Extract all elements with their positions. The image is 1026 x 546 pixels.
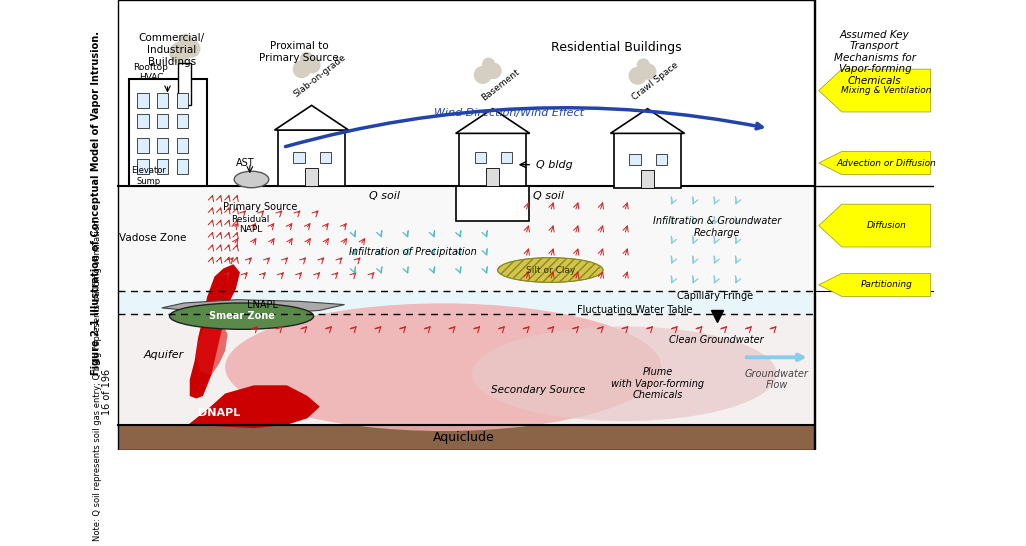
Polygon shape (190, 264, 240, 399)
Text: Figure 2-1 Illustration of Conceptual Model of Vapor Intrusion.: Figure 2-1 Illustration of Conceptual Mo… (91, 31, 101, 375)
Text: Slab-on-grade: Slab-on-grade (291, 52, 348, 99)
Text: Q soil: Q soil (534, 191, 564, 201)
Text: Vadose Zone: Vadose Zone (119, 233, 187, 243)
Bar (137, 159, 149, 174)
Ellipse shape (234, 171, 269, 188)
Text: 16 of 196: 16 of 196 (103, 369, 113, 415)
Bar (176, 93, 188, 108)
Text: DNAPL: DNAPL (198, 408, 240, 418)
Circle shape (179, 34, 193, 49)
Text: Secondary Source: Secondary Source (490, 385, 585, 395)
Circle shape (629, 67, 646, 85)
Text: Elevator
Sump: Elevator Sump (131, 167, 166, 186)
Bar (157, 93, 168, 108)
Bar (118, 290, 814, 313)
Polygon shape (196, 322, 228, 376)
Circle shape (292, 60, 311, 78)
Bar (614, 133, 681, 188)
Polygon shape (456, 109, 529, 133)
Text: Partitioning: Partitioning (860, 280, 912, 289)
Text: Silt or Clay: Silt or Clay (525, 265, 575, 275)
Text: Aquifer: Aquifer (144, 350, 184, 360)
Circle shape (169, 42, 191, 63)
Ellipse shape (169, 303, 314, 329)
Circle shape (183, 39, 200, 58)
Text: Clean Groundwater: Clean Groundwater (669, 335, 764, 345)
Text: Rooftop
HVAC: Rooftop HVAC (133, 63, 168, 82)
Bar (459, 133, 526, 186)
Bar (278, 130, 346, 186)
Bar (320, 152, 331, 163)
Polygon shape (819, 151, 931, 175)
Text: AST: AST (236, 158, 255, 168)
Text: Note: Q soil represents soil gas entry; Q bldg represents building ventilation.: Note: Q soil represents soil gas entry; … (93, 218, 102, 542)
Ellipse shape (498, 258, 603, 282)
Polygon shape (610, 109, 684, 133)
Text: Infiltration & Groundwater
Recharge: Infiltration & Groundwater Recharge (653, 216, 781, 238)
Ellipse shape (472, 327, 777, 421)
Circle shape (300, 52, 313, 65)
Bar (641, 170, 654, 188)
Bar (179, 63, 192, 105)
Bar (118, 0, 814, 186)
Polygon shape (819, 69, 931, 112)
Text: Infiltration of Precipitation: Infiltration of Precipitation (349, 247, 477, 257)
Bar (129, 79, 207, 186)
Text: Aquiclude: Aquiclude (433, 431, 495, 444)
Circle shape (304, 57, 321, 73)
Bar (157, 114, 168, 128)
Text: Mixing & Ventilation: Mixing & Ventilation (841, 86, 932, 95)
Bar (118, 186, 814, 290)
Text: Basement: Basement (480, 67, 521, 102)
Text: Commercial/
Industrial
Buildings: Commercial/ Industrial Buildings (139, 33, 205, 67)
Bar (486, 168, 500, 186)
Bar (137, 138, 149, 153)
Bar (457, 186, 529, 221)
Polygon shape (819, 274, 931, 296)
Text: Residential Buildings: Residential Buildings (551, 41, 681, 55)
Text: Q soil: Q soil (368, 191, 399, 201)
Bar (305, 168, 318, 186)
Polygon shape (819, 204, 931, 247)
Polygon shape (162, 300, 345, 313)
Bar (176, 159, 188, 174)
Bar (157, 159, 168, 174)
Text: Smear Zone: Smear Zone (208, 311, 275, 321)
Bar (293, 152, 305, 163)
Polygon shape (275, 105, 349, 130)
Circle shape (637, 58, 649, 72)
Bar (137, 114, 149, 128)
Text: Wind Direction/Wind Effect: Wind Direction/Wind Effect (434, 108, 584, 118)
Bar (118, 0, 814, 449)
Bar (501, 152, 512, 163)
Text: Plume
with Vapor-forming
Chemicals: Plume with Vapor-forming Chemicals (610, 367, 704, 400)
Bar (656, 154, 667, 165)
Bar (176, 114, 188, 128)
Text: Primary Source: Primary Source (224, 201, 298, 212)
Text: Fluctuating Water Table: Fluctuating Water Table (577, 305, 693, 314)
Circle shape (474, 66, 491, 84)
Ellipse shape (225, 304, 662, 431)
Text: Q bldg: Q bldg (536, 159, 573, 170)
Bar (137, 93, 149, 108)
Text: Proximal to
Primary Source: Proximal to Primary Source (260, 41, 339, 63)
Circle shape (482, 58, 496, 71)
Bar (629, 154, 641, 165)
Bar (118, 425, 814, 449)
Text: Advection or Diffusion: Advection or Diffusion (836, 158, 936, 168)
Circle shape (485, 63, 502, 79)
Text: Capillary Fringe: Capillary Fringe (677, 290, 753, 300)
Text: Crawl Space: Crawl Space (631, 61, 680, 102)
Circle shape (640, 63, 657, 80)
Text: Assumed Key
Transport
Mechanisms for
Vapor-forming
Chemicals: Assumed Key Transport Mechanisms for Vap… (834, 29, 916, 86)
Bar (176, 138, 188, 153)
Text: Groundwater
Flow: Groundwater Flow (745, 369, 808, 390)
Text: Residual
NAPL: Residual NAPL (232, 215, 270, 234)
Text: LNAPL: LNAPL (246, 300, 278, 310)
Bar (475, 152, 486, 163)
Text: Diffusion: Diffusion (866, 221, 906, 230)
Polygon shape (188, 385, 320, 428)
Bar (157, 138, 168, 153)
Bar (118, 313, 814, 425)
